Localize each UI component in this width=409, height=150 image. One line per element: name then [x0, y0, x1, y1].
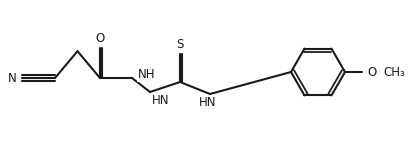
Text: CH₃: CH₃ — [382, 66, 404, 78]
Text: O: O — [95, 33, 104, 45]
Text: NH: NH — [138, 69, 155, 81]
Text: O: O — [366, 66, 375, 78]
Text: HN: HN — [152, 93, 169, 106]
Text: HN: HN — [199, 96, 216, 110]
Text: N: N — [8, 72, 17, 84]
Text: S: S — [176, 39, 183, 51]
